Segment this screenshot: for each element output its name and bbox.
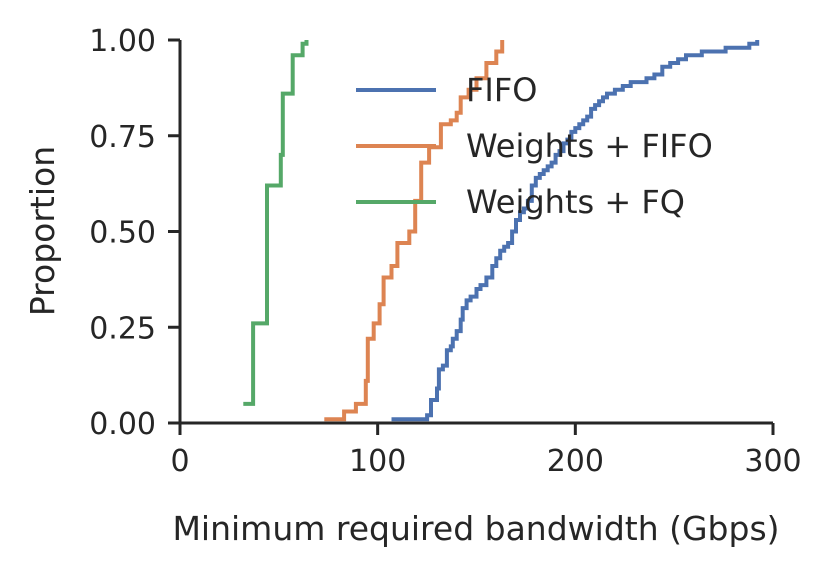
series-line-0 xyxy=(391,40,760,422)
x-tick-label-0: 0 xyxy=(170,444,189,479)
y-tick-label-0: 0.00 xyxy=(89,407,156,442)
legend-label-2: Weights + FQ xyxy=(466,183,685,221)
y-tick-label-2: 0.50 xyxy=(89,216,156,251)
y-tick-label-1: 0.25 xyxy=(89,311,156,346)
x-tick-label-2: 200 xyxy=(547,444,604,479)
legend: FIFO Weights + FIFO Weights + FQ xyxy=(356,71,713,221)
x-axis-label: Minimum required bandwidth (Gbps) xyxy=(172,509,779,548)
y-tick-label-3: 0.75 xyxy=(89,120,156,155)
y-axis-label: Proportion xyxy=(23,146,62,316)
legend-label-1: Weights + FIFO xyxy=(466,127,713,165)
x-tick-label-3: 300 xyxy=(744,444,801,479)
series-line-2 xyxy=(243,40,309,406)
ticks-layer: 0 100 200 300 0.00 0.25 0.50 0.75 1.00 xyxy=(89,24,801,479)
legend-label-0: FIFO xyxy=(466,71,537,109)
x-tick-label-1: 100 xyxy=(349,444,406,479)
y-tick-label-4: 1.00 xyxy=(89,24,156,59)
